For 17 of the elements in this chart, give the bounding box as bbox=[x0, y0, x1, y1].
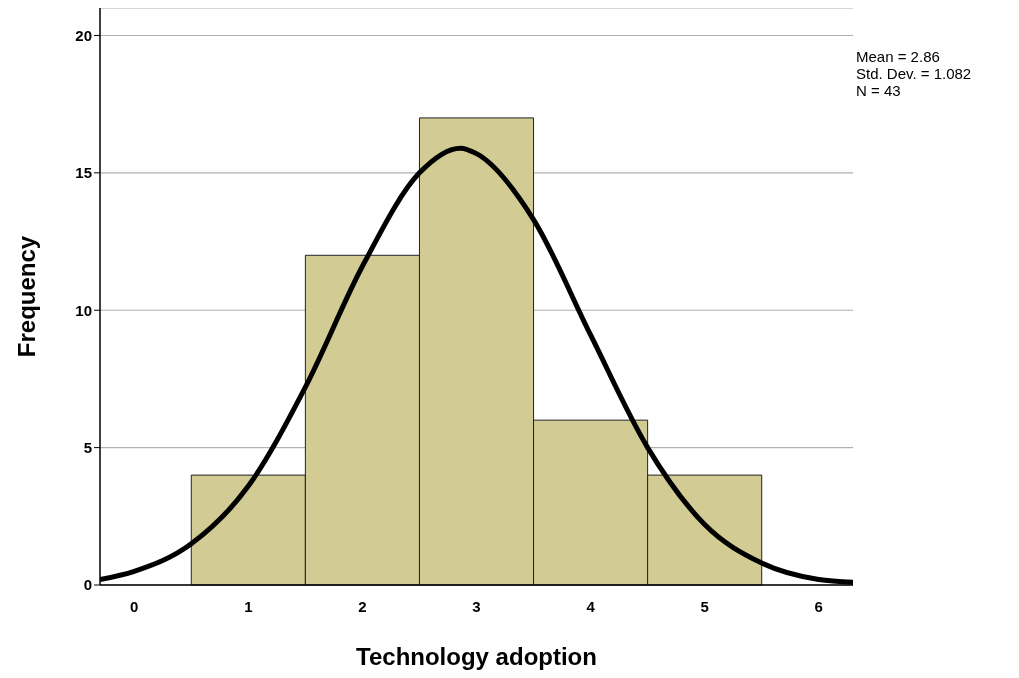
x-axis-title: Technology adoption bbox=[356, 643, 597, 670]
x-tick-label: 4 bbox=[586, 597, 596, 615]
x-tick-label: 0 bbox=[130, 597, 139, 615]
x-tick-label: 6 bbox=[814, 597, 823, 615]
y-tick-label: 15 bbox=[75, 164, 92, 182]
y-tick-label: 10 bbox=[75, 301, 92, 319]
x-tick-label: 3 bbox=[472, 597, 481, 615]
text: Std. Dev. = 1.082 bbox=[856, 65, 972, 82]
x-tick-label: 1 bbox=[244, 597, 253, 615]
x-tick-label: 5 bbox=[700, 597, 709, 615]
x-tick-label: 2 bbox=[358, 597, 367, 615]
text: N = 43 bbox=[856, 82, 902, 99]
y-axis-title: Frequency bbox=[12, 235, 40, 358]
text: Mean = 2.86 bbox=[856, 48, 941, 65]
y-tick-label: 0 bbox=[83, 576, 92, 594]
y-tick-label: 20 bbox=[75, 26, 92, 44]
y-tick-label: 5 bbox=[83, 438, 92, 456]
